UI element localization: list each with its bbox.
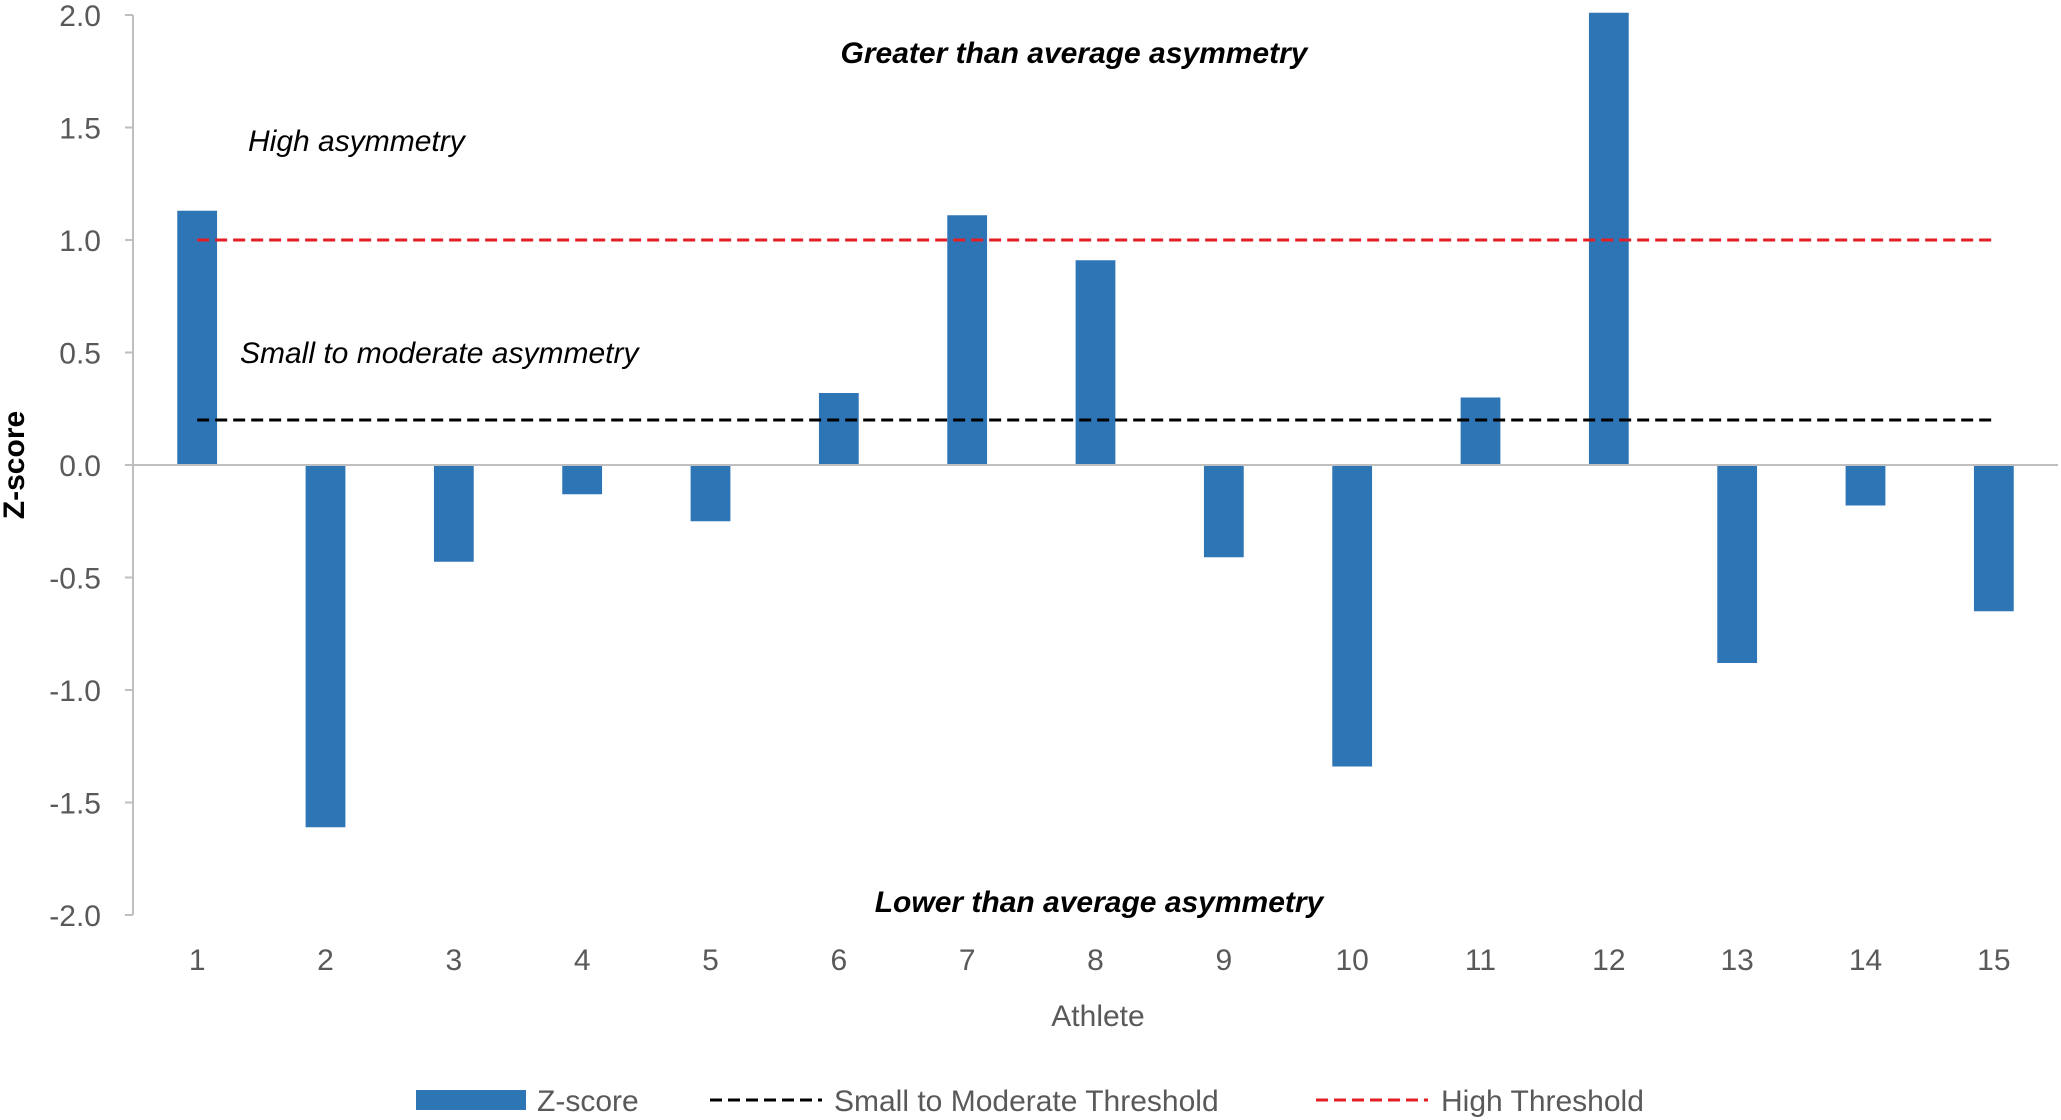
bar-athlete-3 — [433, 465, 474, 562]
y-tick-label: 2.0 — [59, 0, 101, 33]
bar-athlete-7 — [947, 215, 988, 465]
legend-item-small-to-moderate: Small to Moderate Threshold — [710, 1085, 1219, 1118]
x-tick-label-15: 15 — [1977, 944, 2010, 977]
y-tick-label: 1.0 — [59, 225, 101, 258]
y-axis: 2.0 1.5 1.0 0.5 0.0 -0.5 -1.0 -1.5 -2.0 — [49, 0, 134, 933]
x-tick-label-10: 10 — [1335, 944, 1368, 977]
legend-item-z-score: Z-score — [416, 1085, 639, 1118]
bar-athlete-8 — [1075, 260, 1116, 465]
x-tick-label-3: 3 — [445, 944, 462, 977]
bar-athlete-14 — [1845, 465, 1886, 506]
bar-athlete-13 — [1717, 465, 1758, 663]
x-tick-label-12: 12 — [1592, 944, 1625, 977]
annotation-small-to-moderate: Small to moderate asymmetry — [240, 337, 640, 370]
bar-athlete-6 — [818, 393, 859, 465]
x-tick-label-1: 1 — [189, 944, 206, 977]
y-tick-label: -2.0 — [49, 900, 101, 933]
y-tick-labels: 2.0 1.5 1.0 0.5 0.0 -0.5 -1.0 -1.5 -2.0 — [49, 0, 133, 933]
x-tick-label-4: 4 — [574, 944, 591, 977]
annotation-lower-than-average: Lower than average asymmetry — [875, 886, 1325, 919]
x-tick-label-9: 9 — [1215, 944, 1232, 977]
x-tick-label-14: 14 — [1849, 944, 1882, 977]
y-tick-label: 0.0 — [59, 450, 101, 483]
y-tick-label: 1.5 — [59, 113, 101, 146]
bar-athlete-4 — [562, 465, 603, 495]
legend-swatch-z-score — [416, 1090, 526, 1110]
bar-athlete-2 — [305, 465, 346, 828]
y-axis-title: Z-score — [0, 411, 31, 519]
y-tick-label: -0.5 — [49, 563, 101, 596]
y-tick-label: 0.5 — [59, 338, 101, 371]
y-tick-label: -1.5 — [49, 788, 101, 821]
legend-label-small-to-moderate: Small to Moderate Threshold — [834, 1085, 1219, 1118]
bar-athlete-5 — [690, 465, 731, 522]
bar-athlete-11 — [1460, 397, 1501, 465]
x-tick-label-8: 8 — [1087, 944, 1104, 977]
bar-athlete-9 — [1203, 465, 1244, 558]
x-tick-label-11: 11 — [1465, 944, 1496, 977]
bar-athlete-15 — [1973, 465, 2014, 612]
x-tick-label-2: 2 — [317, 944, 334, 977]
x-tick-labels: 1 2 3 4 5 6 7 8 9 10 11 12 13 14 15 — [189, 944, 2011, 977]
y-tick-label: -1.0 — [49, 675, 101, 708]
x-tick-label-6: 6 — [830, 944, 847, 977]
x-axis-title: Athlete — [1051, 1000, 1144, 1033]
x-tick-label-7: 7 — [959, 944, 976, 977]
legend: Z-score Small to Moderate Threshold High… — [416, 1085, 1644, 1118]
x-tick-label-5: 5 — [702, 944, 719, 977]
legend-item-high-threshold: High Threshold — [1316, 1085, 1644, 1118]
annotation-high-asymmetry: High asymmetry — [248, 125, 467, 158]
bars — [177, 12, 2014, 828]
bar-athlete-1 — [177, 210, 218, 465]
bar-athlete-10 — [1332, 465, 1373, 767]
annotation-greater-than-average: Greater than average asymmetry — [841, 37, 1309, 70]
x-tick-label-13: 13 — [1720, 944, 1753, 977]
legend-label-high-threshold: High Threshold — [1441, 1085, 1644, 1118]
legend-label-z-score: Z-score — [537, 1085, 639, 1118]
